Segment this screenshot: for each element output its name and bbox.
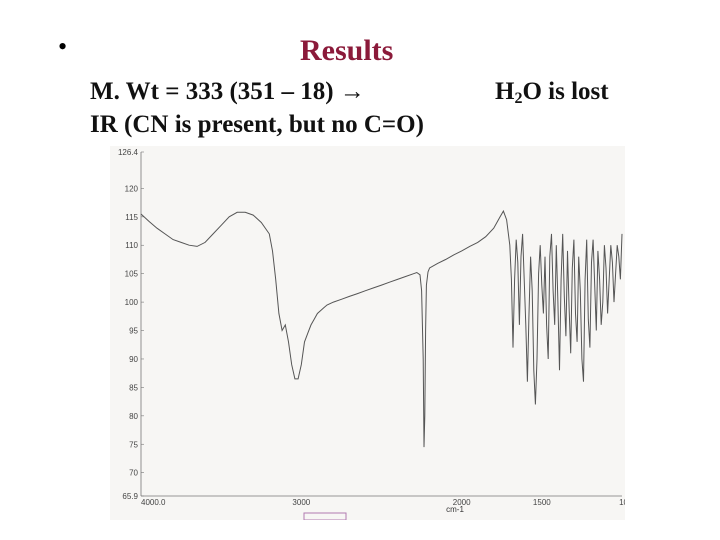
y-tick-label: 90 xyxy=(129,355,138,364)
scan-marker xyxy=(303,512,347,521)
y-tick-label: 120 xyxy=(125,184,139,193)
y-tick-label: 80 xyxy=(129,412,138,421)
x-tick-label: 2000 xyxy=(453,498,471,507)
x-axis-label: cm-1 xyxy=(446,505,464,514)
x-tick-label: 3000 xyxy=(292,498,310,507)
slide-title: Results xyxy=(300,34,394,67)
ir-spectrum-chart: 126.4 120 115 110 105 100 95 90 85 80 75 70 65.9 400… xyxy=(118,148,629,521)
spectrum-trace xyxy=(140,209,623,448)
water-loss-text: H2O is lost xyxy=(495,78,609,107)
y-tick-label: 126.4 xyxy=(118,148,139,157)
y-tick-label: 110 xyxy=(125,241,138,250)
y-tick-label: 70 xyxy=(129,469,138,478)
y-tick-label: 105 xyxy=(125,270,139,279)
x-tick-labels: 4000.0 3000 2000 1500 10 xyxy=(141,498,629,507)
y-tick-label: 100 xyxy=(125,298,139,307)
y-tick-label: 85 xyxy=(129,383,138,392)
bullet-marker: • xyxy=(58,32,68,61)
molecular-weight-line: M. Wt = 333 (351 – 18) → xyxy=(90,78,365,105)
y-tick-labels: 126.4 120 115 110 105 100 95 90 85 80 75 70 65.9 xyxy=(118,148,144,501)
y-tick-label: 95 xyxy=(129,327,138,336)
h2o-h: H xyxy=(495,78,515,105)
x-tick-label: 4000.0 xyxy=(141,498,166,507)
x-tick-label: 10 xyxy=(619,498,625,507)
ir-summary-line: IR (CN is present, but no C=O) xyxy=(90,111,424,138)
x-tick-label: 1500 xyxy=(533,498,551,507)
y-tick-label: 75 xyxy=(129,440,138,449)
ir-spectrum: 126.4 120 115 110 105 100 95 90 85 80 75 70 65.9 400… xyxy=(110,146,629,521)
h2o-rest: O is lost xyxy=(522,78,609,105)
y-tick-label: 65.9 xyxy=(122,492,138,501)
y-tick-label: 115 xyxy=(125,213,138,222)
h2o-subscript: 2 xyxy=(514,90,523,107)
